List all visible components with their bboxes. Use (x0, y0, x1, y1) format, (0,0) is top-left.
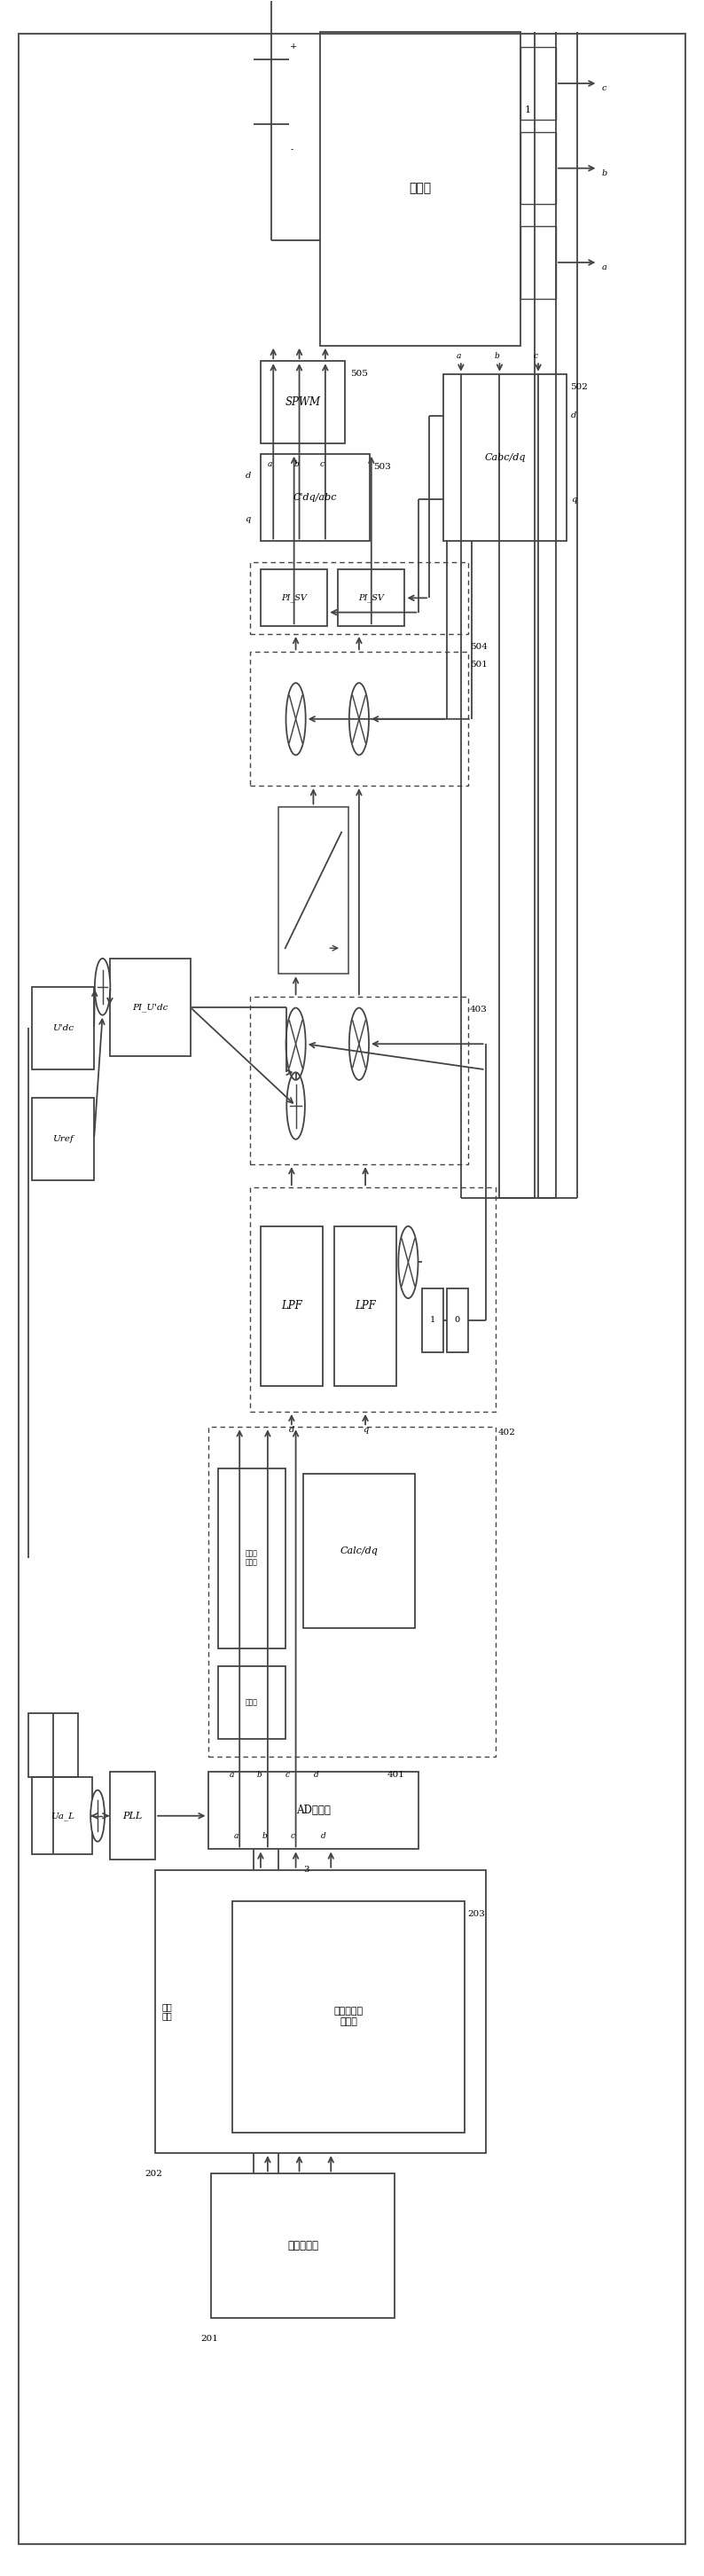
Bar (521, 227, 555, 299)
Text: 502: 502 (570, 384, 587, 392)
Text: a: a (268, 461, 272, 469)
Text: Cabc/dq: Cabc/dq (484, 453, 525, 461)
Text: 203: 203 (468, 1909, 486, 1917)
Bar (29, 1713, 78, 1777)
Text: 相位器
计算器: 相位器 计算器 (246, 1551, 258, 1566)
Text: PI_SV: PI_SV (281, 592, 307, 603)
Bar (32, 987, 94, 1069)
Text: 3: 3 (303, 1865, 309, 1873)
Text: d: d (289, 1425, 294, 1435)
Text: 相位器: 相位器 (246, 1700, 258, 1705)
Text: d: d (571, 412, 577, 420)
Circle shape (95, 958, 111, 1015)
Text: b: b (495, 353, 500, 361)
Text: d: d (245, 471, 251, 479)
Bar (211, 2174, 394, 2318)
Bar (278, 806, 348, 974)
Bar (218, 1667, 285, 1739)
Text: Uref: Uref (53, 1133, 74, 1144)
Bar (338, 569, 405, 626)
Bar (32, 1777, 92, 1855)
Text: c: c (290, 1832, 294, 1839)
Text: c: c (534, 353, 538, 361)
Bar (250, 562, 468, 634)
Bar (232, 1901, 465, 2133)
Text: -: - (290, 147, 293, 155)
Text: PI_SV: PI_SV (358, 592, 384, 603)
Text: 调理
电路: 调理 电路 (162, 2004, 172, 2020)
Text: 0: 0 (455, 1316, 460, 1324)
Bar (447, 1288, 468, 1352)
Text: Ua_L: Ua_L (50, 1811, 74, 1821)
Text: 主电路: 主电路 (410, 183, 432, 196)
Text: c: c (601, 85, 606, 93)
Bar (110, 1772, 155, 1860)
Text: q: q (571, 495, 577, 502)
Bar (320, 31, 521, 345)
Bar (521, 46, 555, 118)
Text: 401: 401 (387, 1770, 405, 1777)
Text: a: a (601, 263, 607, 270)
Text: LPF: LPF (355, 1301, 376, 1311)
Text: q: q (363, 1425, 368, 1435)
Text: c: c (320, 461, 324, 469)
Text: a: a (456, 353, 461, 361)
Text: Calc/dq: Calc/dq (340, 1546, 378, 1556)
Bar (260, 569, 327, 626)
Text: 504: 504 (470, 644, 488, 652)
Text: 501: 501 (470, 662, 488, 670)
Text: b: b (262, 1832, 267, 1839)
Bar (250, 1188, 496, 1412)
Circle shape (91, 1790, 105, 1842)
Bar (260, 453, 370, 541)
Text: +: + (290, 44, 298, 52)
Text: LPF: LPF (281, 1301, 302, 1311)
Text: 402: 402 (498, 1427, 516, 1437)
Text: d: d (320, 1832, 325, 1839)
Bar (208, 1427, 496, 1757)
Bar (208, 1772, 419, 1850)
Text: U'dc: U'dc (53, 1023, 74, 1033)
Text: a: a (229, 1770, 234, 1777)
Bar (422, 1288, 444, 1352)
Text: PLL: PLL (122, 1811, 142, 1821)
Text: PI_U'dc: PI_U'dc (132, 1002, 168, 1012)
Text: c: c (285, 1770, 289, 1777)
Bar (444, 374, 566, 541)
Text: d: d (313, 1770, 318, 1777)
Bar (250, 652, 468, 786)
Text: b: b (294, 461, 298, 469)
Text: 201: 201 (201, 2334, 218, 2342)
Text: q: q (245, 515, 251, 523)
Bar (110, 958, 190, 1056)
Bar (218, 1468, 285, 1649)
Text: a: a (234, 1832, 239, 1839)
Text: C'dq/abc: C'dq/abc (293, 492, 337, 502)
Bar (521, 131, 555, 204)
Text: 505: 505 (351, 371, 368, 379)
Bar (260, 361, 345, 443)
Text: b: b (257, 1770, 262, 1777)
Text: 503: 503 (373, 464, 391, 471)
Text: AD采样器: AD采样器 (296, 1806, 331, 1816)
Text: 403: 403 (470, 1007, 488, 1015)
Text: b: b (601, 170, 607, 178)
Bar (260, 1226, 322, 1386)
Text: 电流互感器: 电流互感器 (287, 2241, 318, 2251)
Text: SPWM: SPWM (285, 397, 320, 407)
Bar (32, 1097, 94, 1180)
Text: 1: 1 (430, 1316, 436, 1324)
Text: 模拟抗混叠
滤波器: 模拟抗混叠 滤波器 (334, 2007, 363, 2027)
Bar (303, 1473, 415, 1628)
Bar (334, 1226, 396, 1386)
Text: 1: 1 (524, 106, 531, 113)
Bar (155, 1870, 486, 2154)
Bar (250, 997, 468, 1164)
Text: 202: 202 (145, 2169, 163, 2177)
